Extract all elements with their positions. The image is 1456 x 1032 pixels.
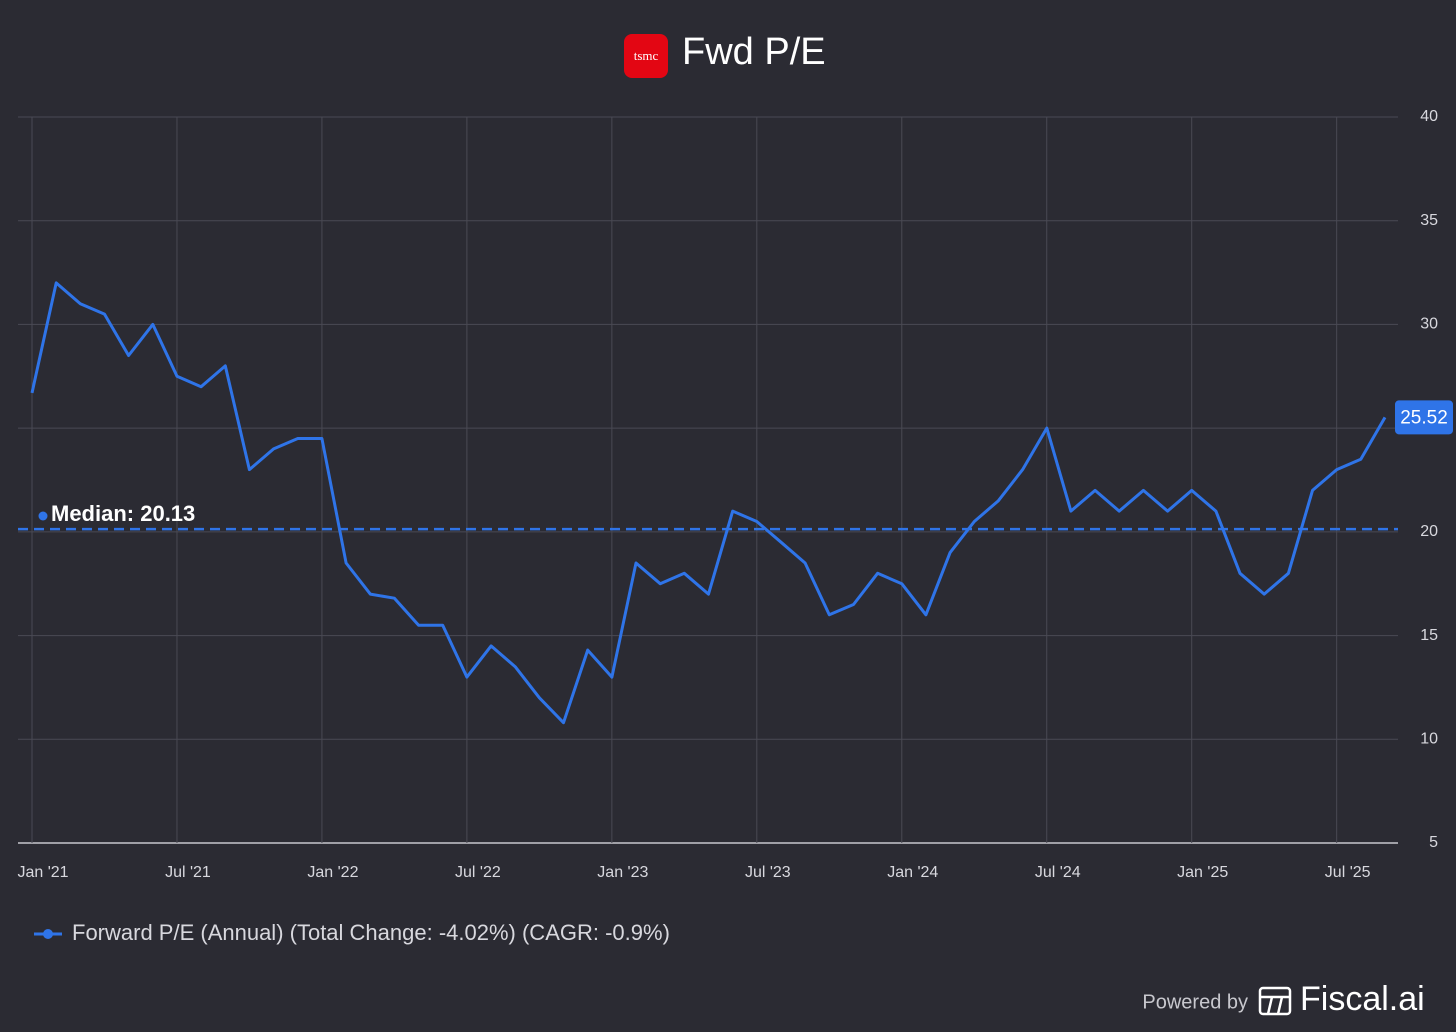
- y-tick-label: 5: [1429, 834, 1438, 851]
- chart-title: Fwd P/E: [682, 31, 826, 73]
- last-value-badge: [1395, 400, 1453, 435]
- y-tick-label: 35: [1420, 212, 1438, 229]
- last-value-label: 25.52: [1400, 407, 1448, 428]
- x-tick-label: Jul '23: [745, 864, 791, 881]
- footer-brand: Fiscal.ai: [1300, 980, 1425, 1018]
- x-tick-label: Jan '24: [887, 864, 938, 881]
- series-line: [30, 281, 1387, 725]
- x-tick-label: Jan '23: [597, 864, 648, 881]
- legend-dot: [43, 929, 53, 939]
- y-tick-label: 30: [1420, 316, 1438, 333]
- x-tick-label: Jan '21: [17, 864, 68, 881]
- x-tick-label: Jan '22: [307, 864, 358, 881]
- brand-icon: [1258, 986, 1292, 1016]
- logo-badge: [624, 34, 668, 78]
- x-tick-label: Jan '25: [1177, 864, 1228, 881]
- footer-prefix: Powered by: [1142, 991, 1248, 1013]
- x-tick-label: Jul '21: [165, 864, 211, 881]
- legend-label: Forward P/E (Annual) (Total Change: -4.0…: [72, 920, 670, 945]
- logo: tsmc: [634, 48, 659, 63]
- x-tick-label: Jul '22: [455, 864, 501, 881]
- x-tick-label: Jul '24: [1035, 864, 1081, 881]
- median-label: Median: 20.13: [51, 501, 195, 526]
- median-dot: [38, 511, 48, 521]
- y-tick-label: 15: [1420, 627, 1438, 644]
- y-tick-label: 10: [1420, 731, 1438, 748]
- y-tick-label: 20: [1420, 523, 1438, 540]
- y-tick-label: 40: [1420, 108, 1438, 125]
- x-tick-label: Jul '25: [1325, 864, 1371, 881]
